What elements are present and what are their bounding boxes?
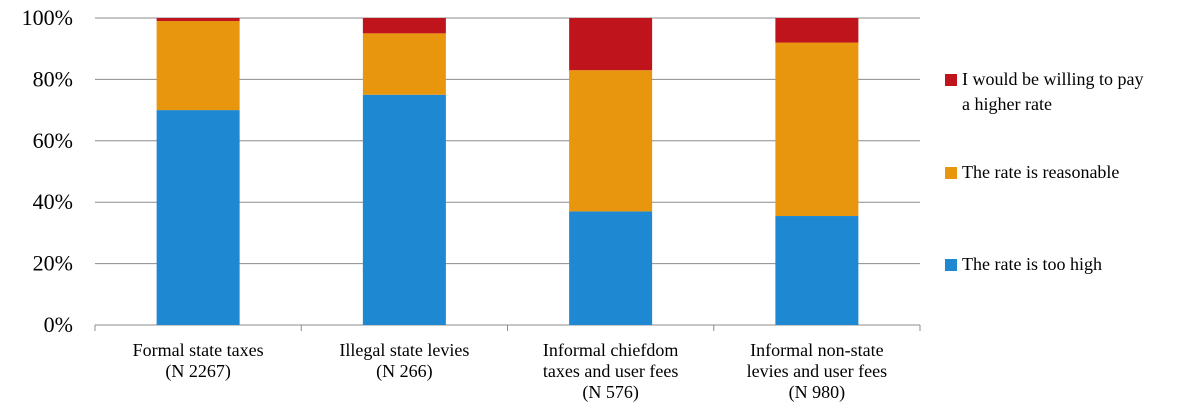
x-category-label: (N 266) xyxy=(376,361,433,382)
bar-segment xyxy=(156,110,240,325)
y-tick-label: 100% xyxy=(22,5,73,30)
bar-segment xyxy=(775,42,859,217)
x-category-label: levies and user fees xyxy=(747,361,887,381)
x-category-label: taxes and user fees xyxy=(543,361,678,381)
x-category-label: Informal non-state xyxy=(750,340,883,360)
x-category-label: Informal chiefdom xyxy=(543,340,678,360)
y-tick-label: 20% xyxy=(33,251,73,276)
y-tick-label: 80% xyxy=(33,66,73,91)
bar-segment xyxy=(362,33,446,95)
legend-swatch xyxy=(945,74,957,86)
bar-segment xyxy=(156,21,240,111)
x-category-label: (N 980) xyxy=(789,382,846,403)
bar-segment xyxy=(569,70,653,212)
legend-swatch xyxy=(945,259,957,271)
legend-swatch xyxy=(945,167,957,179)
bar-segment xyxy=(569,18,653,71)
legend-label: The rate is reasonable xyxy=(962,162,1119,182)
bar-segment xyxy=(362,18,446,34)
legend-label: The rate is too high xyxy=(962,254,1102,274)
legend-label: a higher rate xyxy=(962,94,1052,114)
bar-segment xyxy=(569,211,653,325)
bar-segment xyxy=(775,216,859,325)
y-tick-label: 0% xyxy=(44,312,73,337)
bar-segment xyxy=(362,94,446,325)
y-tick-label: 60% xyxy=(33,128,73,153)
bar-segment xyxy=(156,18,240,22)
x-category-label: Illegal state levies xyxy=(339,340,469,360)
legend-label: I would be willing to pay xyxy=(962,69,1143,89)
x-category-label: Formal state taxes xyxy=(133,340,264,360)
x-category-label: (N 2267) xyxy=(165,361,231,382)
y-tick-label: 40% xyxy=(33,189,73,214)
x-category-label: (N 576) xyxy=(582,382,639,403)
bar-segment xyxy=(775,18,859,43)
